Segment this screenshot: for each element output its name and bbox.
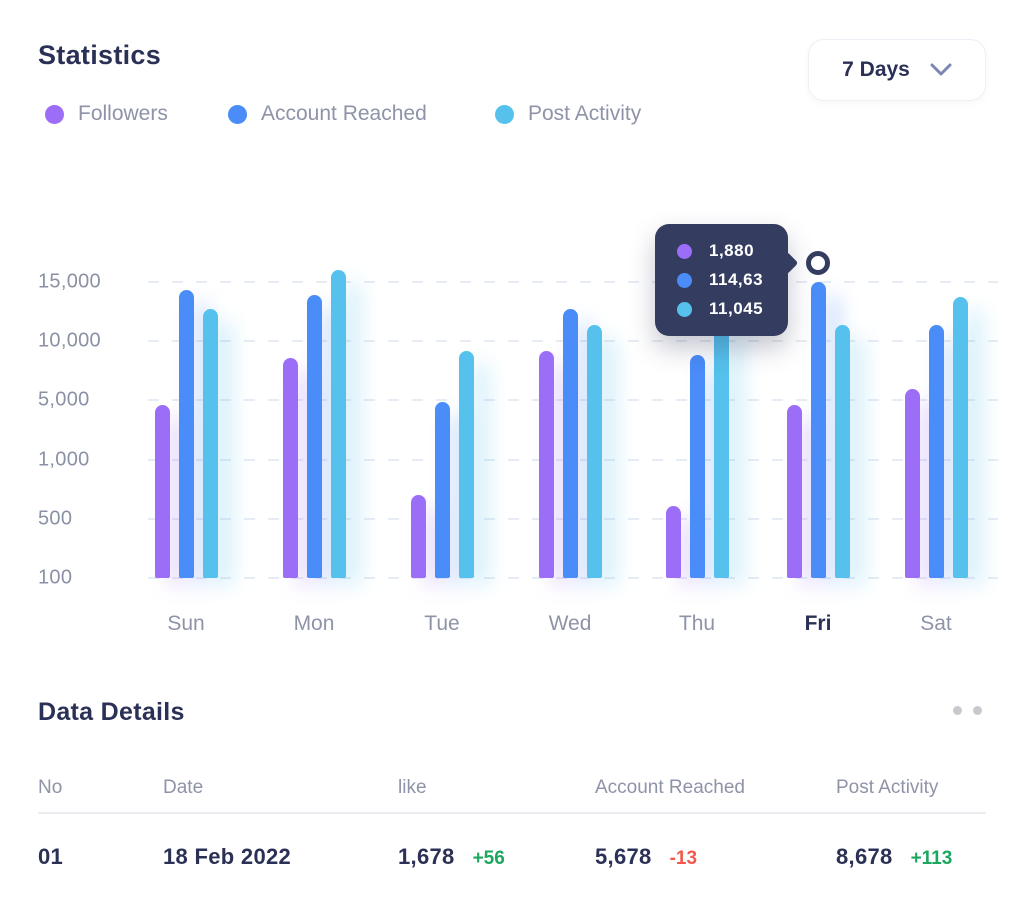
bar-post-activity-mon[interactable] (330, 270, 346, 578)
column-header-account-reached: Account Reached (595, 777, 745, 798)
bar-followers-thu[interactable] (665, 505, 681, 578)
gridline (148, 281, 998, 283)
column-header-no: No (38, 777, 63, 798)
column-header-date: Date (163, 777, 204, 798)
y-axis-tick-label: 10,000 (38, 329, 101, 352)
account-reached-dot-icon (228, 104, 247, 124)
column-header-like: like (398, 777, 427, 798)
account-reached-dot-icon (677, 272, 692, 288)
bar-post-activity-sun[interactable] (202, 309, 218, 578)
gridline (148, 577, 998, 579)
tooltip-value: 11,045 (709, 299, 764, 318)
y-axis-tick-label: 5,000 (38, 388, 90, 411)
y-axis-tick-label: 15,000 (38, 270, 101, 293)
x-axis-label-mon: Mon (293, 612, 335, 635)
bar-account-reached-sat[interactable] (928, 324, 944, 578)
y-axis-tick-label: 500 (38, 507, 73, 530)
tooltip-row-followers: 1,880 (677, 241, 788, 261)
legend-label: Account Reached (261, 102, 427, 125)
chart-hover-marker[interactable] (806, 251, 830, 275)
cell-post-activity-delta: +113 (910, 848, 953, 869)
bar-post-activity-thu[interactable] (713, 317, 729, 578)
table-menu-dots-icon[interactable] (953, 706, 982, 715)
x-axis-label-thu: Thu (678, 612, 716, 635)
bar-post-activity-wed[interactable] (586, 324, 602, 578)
y-axis-tick-label: 1,000 (38, 448, 90, 471)
bar-followers-fri[interactable] (786, 404, 802, 578)
cell-no: 01 (38, 844, 64, 869)
bar-account-reached-mon[interactable] (306, 295, 322, 578)
bar-post-activity-fri[interactable] (834, 324, 850, 578)
legend-item-account-reached[interactable]: Account Reached (228, 102, 427, 126)
post-activity-dot-icon (677, 301, 692, 317)
range-selector-button[interactable]: 7 Days (808, 39, 986, 101)
cell-post-activity-value: 8,678 (836, 844, 893, 869)
bar-followers-sun[interactable] (154, 404, 170, 578)
x-axis-label-sun: Sun (167, 612, 205, 635)
post-activity-dot-icon (495, 104, 514, 124)
x-axis-label-wed: Wed (548, 612, 592, 635)
tooltip-row-account-reached: 114,63 (677, 270, 788, 290)
bar-post-activity-sat[interactable] (952, 297, 968, 578)
legend-label: Post Activity (528, 102, 642, 125)
bar-post-activity-tue[interactable] (458, 350, 474, 578)
y-axis-tick-label: 100 (38, 566, 73, 589)
data-details-title: Data Details (38, 698, 185, 726)
cell-date: 18 Feb 2022 (163, 844, 292, 869)
bar-account-reached-sun[interactable] (178, 290, 194, 578)
page-title: Statistics (38, 40, 162, 70)
legend-item-followers[interactable]: Followers (45, 102, 168, 126)
bar-followers-tue[interactable] (410, 495, 426, 578)
x-axis-label-tue: Tue (424, 612, 460, 635)
tooltip-value: 114,63 (709, 270, 764, 289)
bar-followers-sat[interactable] (904, 388, 920, 578)
table-divider (38, 812, 986, 814)
followers-dot-icon (677, 243, 692, 259)
tooltip-row-post-activity: 11,045 (677, 299, 788, 319)
chart-tooltip: 1,880 114,63 11,045 (655, 224, 799, 336)
legend-label: Followers (78, 102, 168, 125)
followers-dot-icon (45, 104, 64, 124)
cell-account-reached-value: 5,678 (595, 844, 652, 869)
legend-item-post-activity[interactable]: Post Activity (495, 102, 641, 126)
bar-followers-wed[interactable] (538, 350, 554, 578)
cell-account-reached-delta: -13 (669, 848, 698, 869)
bar-account-reached-wed[interactable] (562, 309, 578, 578)
bar-followers-mon[interactable] (282, 357, 298, 578)
bar-account-reached-tue[interactable] (434, 401, 450, 578)
x-axis-label-sat: Sat (920, 612, 952, 635)
column-header-post-activity: Post Activity (836, 777, 939, 798)
range-selector-label: 7 Days (842, 58, 910, 81)
cell-like-delta: +56 (472, 848, 505, 869)
bar-chart: 100 500 1,000 5,000 10,000 15,000 Sun Mon Tue Wed… (38, 270, 998, 635)
chevron-down-icon (930, 63, 952, 77)
tooltip-value: 1,880 (709, 241, 755, 260)
cell-like-value: 1,678 (398, 844, 455, 869)
x-axis-label-fri: Fri (804, 612, 832, 635)
bar-account-reached-thu[interactable] (689, 355, 705, 578)
bar-account-reached-fri[interactable] (810, 282, 826, 578)
